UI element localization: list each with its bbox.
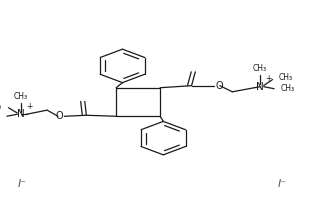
Text: CH₃: CH₃ <box>280 84 295 93</box>
Text: I⁻: I⁻ <box>17 178 27 189</box>
Text: CH₃: CH₃ <box>0 112 1 121</box>
Text: CH₃: CH₃ <box>253 64 267 73</box>
Text: +: + <box>266 74 272 83</box>
Text: N: N <box>17 109 25 119</box>
Text: O: O <box>55 111 63 121</box>
Text: CH₃: CH₃ <box>279 73 293 82</box>
Text: CH₃: CH₃ <box>0 102 2 111</box>
Text: I⁻: I⁻ <box>278 178 287 189</box>
Text: CH₃: CH₃ <box>14 92 28 101</box>
Text: +: + <box>27 102 33 111</box>
Text: O: O <box>215 81 223 91</box>
Text: N: N <box>256 82 264 92</box>
